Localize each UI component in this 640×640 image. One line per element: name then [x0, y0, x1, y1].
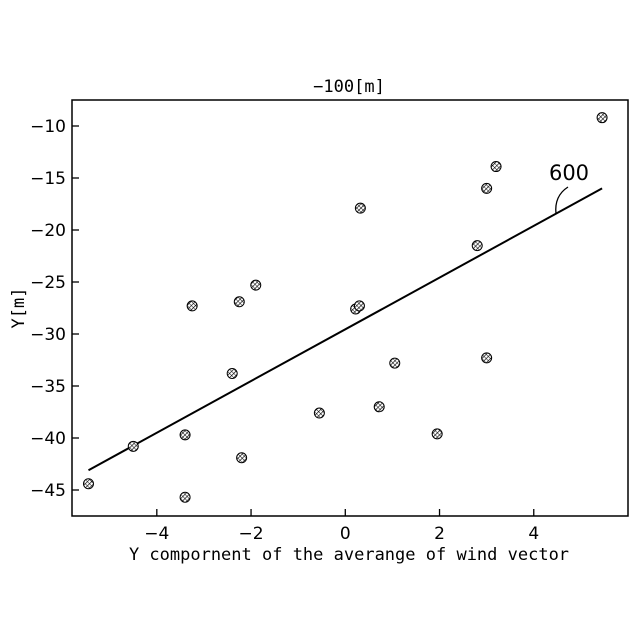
data-point [482, 183, 492, 193]
x-tick-label: 2 [434, 524, 445, 544]
data-point [374, 402, 384, 412]
y-tick-label: −10 [30, 117, 66, 137]
y-tick-label: −45 [30, 481, 66, 501]
x-tick-label: −4 [144, 524, 169, 544]
y-tick-label: −25 [30, 273, 66, 293]
data-point [354, 301, 364, 311]
y-tick-label: −20 [30, 221, 66, 241]
y-tick-label: −30 [30, 325, 66, 345]
regression-line [88, 188, 602, 470]
data-point [491, 162, 501, 172]
data-point [472, 241, 482, 251]
x-tick-label: 4 [528, 524, 539, 544]
x-tick-label: −2 [239, 524, 264, 544]
y-tick-label: −40 [30, 429, 66, 449]
data-point [355, 203, 365, 213]
data-point [390, 358, 400, 368]
chart-title: −100[m] [313, 77, 385, 97]
data-point [128, 441, 138, 451]
data-point [597, 113, 607, 123]
data-points [83, 113, 607, 503]
y-tick-label: −15 [30, 169, 66, 189]
data-point [251, 280, 261, 290]
data-point [314, 408, 324, 418]
data-point [237, 453, 247, 463]
x-tick-label: 0 [340, 524, 351, 544]
plot-frame [72, 100, 628, 516]
x-axis: −4 −2 0 2 4 [144, 509, 539, 544]
y-tick-label: −35 [30, 377, 66, 397]
data-point [180, 492, 190, 502]
data-point [180, 430, 190, 440]
y-axis-label: Y[m] [9, 288, 29, 329]
annotation-label: 600 [549, 161, 589, 185]
data-point [432, 429, 442, 439]
data-point [234, 297, 244, 307]
data-point [187, 301, 197, 311]
data-point [227, 369, 237, 379]
data-point [482, 353, 492, 363]
x-axis-label: Y compornent of the averange of wind vec… [129, 545, 569, 565]
data-point [83, 479, 93, 489]
